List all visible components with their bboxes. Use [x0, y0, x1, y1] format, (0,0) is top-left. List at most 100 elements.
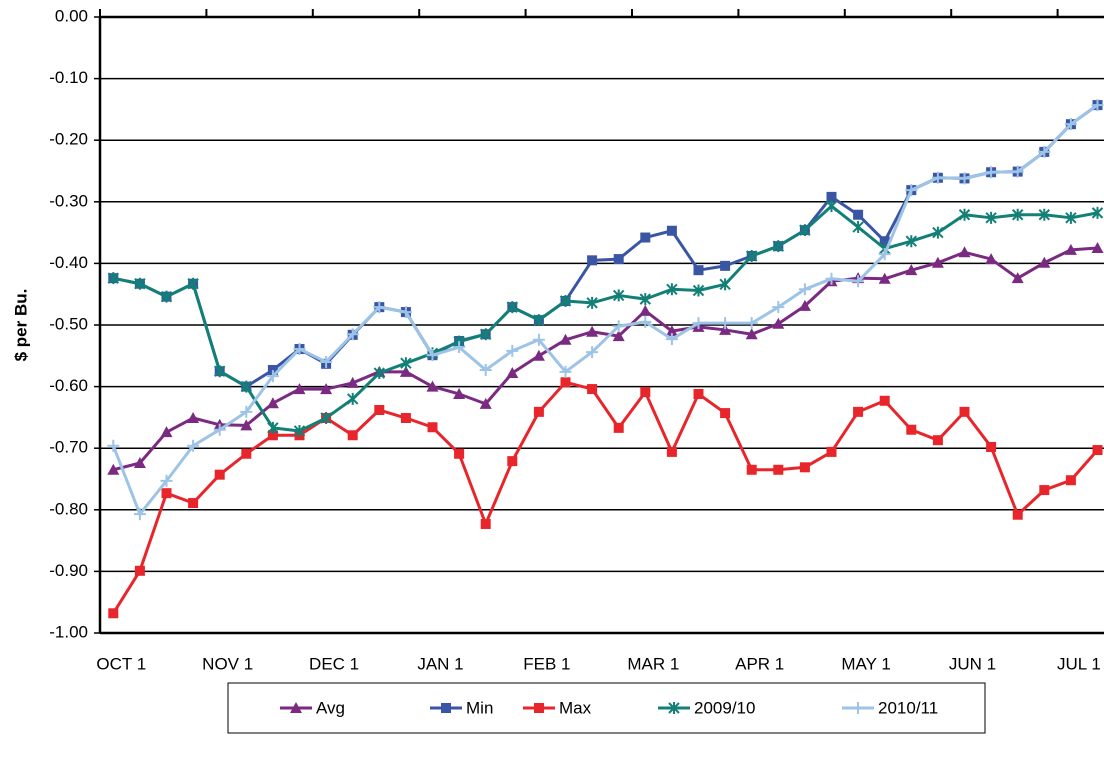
marker — [134, 277, 146, 290]
marker — [825, 200, 838, 213]
marker — [853, 209, 864, 220]
marker — [586, 325, 599, 337]
marker — [719, 278, 731, 291]
legend-label: Min — [466, 698, 493, 717]
marker — [1065, 475, 1076, 486]
marker — [958, 246, 971, 258]
marker — [373, 367, 386, 380]
marker — [1011, 165, 1024, 178]
marker — [1064, 243, 1077, 255]
marker — [931, 256, 944, 268]
marker — [587, 255, 598, 266]
marker — [108, 608, 119, 619]
marker — [586, 346, 599, 359]
x-tick-label: MAY 1 — [841, 654, 890, 673]
marker — [267, 430, 278, 441]
marker — [559, 333, 572, 345]
y-tick-label: -1.00 — [49, 622, 88, 641]
marker — [267, 421, 279, 434]
marker — [665, 333, 678, 346]
marker — [533, 406, 544, 417]
marker — [1039, 485, 1050, 496]
marker — [985, 211, 997, 224]
marker — [373, 301, 386, 314]
y-tick-label: -0.20 — [49, 130, 88, 149]
marker — [905, 264, 918, 276]
marker — [1065, 211, 1077, 224]
marker — [692, 284, 705, 297]
marker — [533, 314, 545, 327]
marker — [187, 277, 199, 290]
marker — [266, 370, 279, 383]
marker — [293, 424, 306, 437]
marker — [693, 265, 704, 276]
x-tick-label: OCT 1 — [96, 654, 146, 673]
x-tick-label: FEB 1 — [523, 654, 570, 673]
marker — [905, 235, 918, 248]
y-tick-label: -0.70 — [49, 438, 88, 457]
marker — [347, 430, 358, 441]
series-line — [112, 204, 1098, 433]
marker — [293, 383, 306, 395]
marker — [293, 343, 306, 356]
marker — [692, 317, 705, 330]
marker — [399, 365, 412, 377]
marker — [320, 383, 333, 395]
marker — [346, 376, 359, 388]
marker — [1038, 256, 1051, 268]
x-tick-label: MAR 1 — [627, 654, 679, 673]
marker — [745, 317, 758, 330]
marker — [879, 395, 890, 406]
marker — [506, 367, 519, 379]
marker — [213, 365, 226, 378]
marker — [532, 349, 545, 361]
y-tick-label: -0.40 — [49, 253, 88, 272]
marker — [852, 702, 864, 714]
marker — [107, 439, 120, 452]
marker — [959, 406, 970, 417]
marker — [612, 330, 625, 342]
marker — [799, 462, 810, 473]
x-tick-label: DEC 1 — [309, 654, 359, 673]
marker — [693, 388, 704, 399]
marker — [612, 289, 625, 302]
marker — [400, 357, 412, 370]
marker — [320, 355, 333, 368]
marker — [745, 250, 758, 263]
marker — [772, 240, 785, 253]
marker — [267, 364, 278, 375]
marker — [399, 306, 412, 319]
marker — [1092, 445, 1103, 456]
marker — [852, 275, 865, 288]
marker — [772, 301, 785, 314]
x-tick-label: APR 1 — [735, 654, 784, 673]
marker — [506, 344, 519, 357]
marker — [587, 384, 598, 395]
marker — [506, 301, 519, 314]
marker — [240, 419, 253, 431]
y-tick-label: -0.90 — [49, 561, 88, 580]
marker — [1091, 206, 1104, 219]
marker — [479, 397, 492, 409]
marker — [534, 703, 544, 713]
marker — [586, 296, 598, 309]
marker — [772, 317, 785, 329]
marker — [878, 248, 891, 261]
marker — [427, 422, 438, 433]
marker — [932, 435, 943, 446]
marker — [746, 464, 757, 475]
marker — [133, 508, 146, 521]
marker — [560, 377, 571, 388]
series — [107, 99, 1104, 521]
marker — [720, 408, 731, 419]
marker — [240, 405, 253, 418]
legend-label: Max — [559, 698, 592, 717]
marker — [107, 463, 120, 475]
series-line — [111, 103, 1099, 516]
marker — [559, 365, 572, 378]
marker — [613, 422, 624, 433]
marker — [213, 423, 226, 436]
marker — [613, 254, 624, 265]
marker — [853, 406, 864, 417]
x-tick-label: JAN 1 — [417, 654, 463, 673]
